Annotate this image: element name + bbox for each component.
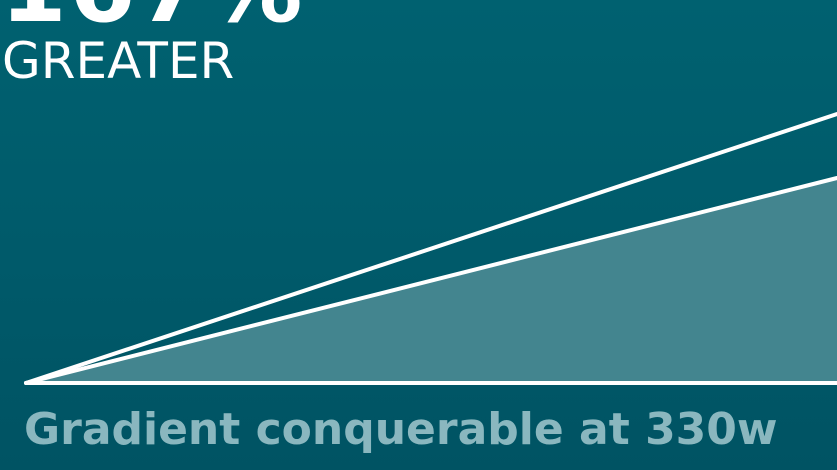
steep-slope-line <box>24 112 837 385</box>
caption-text: Gradient conquerable at 330w <box>24 404 778 455</box>
gentle-slope-line <box>24 176 837 385</box>
headline-percentage: 167% <box>0 0 305 36</box>
headline-greater-label: GREATER <box>2 32 235 90</box>
